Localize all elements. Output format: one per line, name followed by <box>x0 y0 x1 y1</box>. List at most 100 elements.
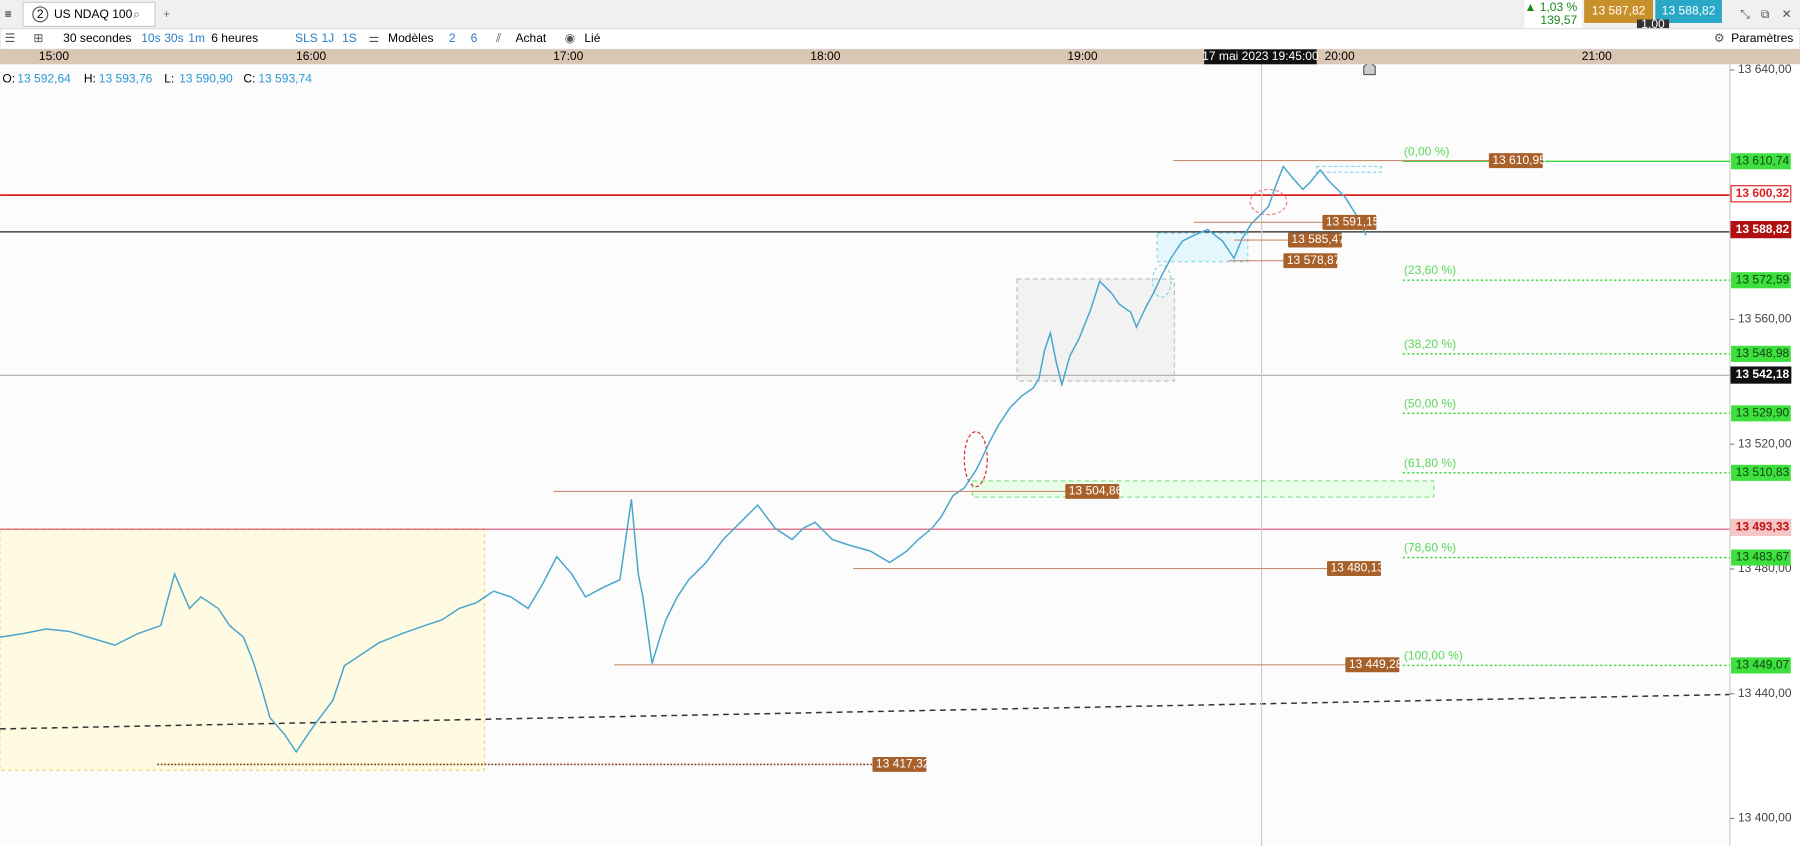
toolbar-button[interactable]: 2 <box>449 31 456 45</box>
fib-label: (50,00 %) <box>1404 396 1456 410</box>
price-tick: 13 520,00 <box>1738 436 1792 450</box>
add-tab[interactable]: + <box>163 7 170 21</box>
toolbar-button[interactable]: 6 <box>471 31 478 45</box>
price-tick: 13 400,00 <box>1738 811 1792 825</box>
fib-label: (0,00 %) <box>1404 144 1450 158</box>
fib-price-marker <box>1731 405 1791 422</box>
toolbar-button[interactable]: 30s <box>164 31 183 45</box>
fib-label: (100,00 %) <box>1404 648 1463 662</box>
fib-price-marker <box>1731 549 1791 566</box>
level-label: 13 610,95 <box>1492 153 1546 167</box>
change-abs: 139,57 <box>1540 13 1577 27</box>
range-select[interactable]: 6 heures <box>211 31 258 45</box>
fib-label: (23,60 %) <box>1404 263 1456 277</box>
templates-icon: ⚌ <box>369 31 380 45</box>
level-label-box <box>1065 483 1120 499</box>
settings-icon: ⚙ <box>1714 31 1725 45</box>
price-marker-label: 13 493,33 <box>1736 520 1790 534</box>
price-marker-label: 13 600,32 <box>1736 186 1790 200</box>
window-max[interactable]: ⧉ <box>1761 7 1770 21</box>
menu-icon[interactable]: ≡ <box>5 7 12 21</box>
toolbar-button[interactable]: 10s <box>141 31 160 45</box>
fib-price-marker <box>1731 153 1791 170</box>
order-icon: ⫽ <box>495 31 502 45</box>
zone-cyan-small <box>1316 165 1382 173</box>
fib-price: 13 610,74 <box>1736 153 1790 167</box>
change-pct: ▲ 1,03 % <box>1524 0 1577 14</box>
price-marker <box>1730 221 1792 239</box>
fib-price: 13 529,90 <box>1736 406 1790 420</box>
zone-green <box>971 480 1435 498</box>
time-label: 21:00 <box>1582 49 1612 63</box>
price-path <box>0 164 1367 754</box>
level-label: 13 504,86 <box>1069 484 1123 498</box>
top-bar <box>0 0 1800 29</box>
price-tick: 13 640,00 <box>1738 62 1792 76</box>
price-marker-label: 13 542,18 <box>1736 367 1790 381</box>
time-label: 15:00 <box>39 49 69 63</box>
interval-select[interactable]: 30 secondes <box>63 31 131 45</box>
price-tick: 13 560,00 <box>1738 312 1792 326</box>
price-tick: 13 440,00 <box>1738 686 1792 700</box>
toolbar-button[interactable]: 1J <box>321 31 334 45</box>
fib-label: (78,60 %) <box>1404 541 1456 555</box>
time-label: 16:00 <box>296 49 326 63</box>
list-icon[interactable]: ☰ <box>5 31 16 45</box>
window-controls <box>1735 0 1800 29</box>
quote-box <box>1524 0 1582 29</box>
bid-button[interactable] <box>1584 0 1654 23</box>
spread: 1,00 <box>1641 17 1665 31</box>
highlight-ellipse <box>1249 188 1288 216</box>
time-label: 18:00 <box>810 49 840 63</box>
fib-price-marker <box>1731 272 1791 289</box>
fib-price: 13 510,83 <box>1736 465 1790 479</box>
fib-price-marker <box>1731 657 1791 674</box>
level-label-box <box>1287 232 1342 248</box>
ohlc-label: O: <box>2 71 15 85</box>
price-marker <box>1730 185 1792 203</box>
ask-button[interactable] <box>1655 0 1722 23</box>
instrument-name: US NDAQ 100 <box>54 7 133 21</box>
toolbar-button[interactable]: 1m <box>188 31 205 45</box>
highlight-ellipse <box>963 431 988 488</box>
ohlc-value: 13 593,74 <box>258 71 312 85</box>
toolbar-button[interactable]: 1S <box>342 31 357 45</box>
bid-price: 13 587,82 <box>1592 4 1646 18</box>
fib-price-marker <box>1731 345 1791 362</box>
spread-box <box>1636 19 1670 30</box>
level-label: 13 585,47 <box>1291 232 1345 246</box>
zone-yellow <box>0 528 486 771</box>
toolbar-button[interactable]: SLS <box>295 31 318 45</box>
ohlc-value: 13 592,64 <box>17 71 71 85</box>
fib-price-marker <box>1731 464 1791 481</box>
time-label: 20:00 <box>1325 49 1355 63</box>
ohlc-label: H: <box>84 71 96 85</box>
fib-price: 13 449,07 <box>1736 658 1790 672</box>
window-close[interactable]: ✕ <box>1782 7 1792 21</box>
order-button[interactable]: Achat <box>515 31 546 45</box>
ask-price: 13 588,82 <box>1662 4 1716 18</box>
level-label: 13 449,28 <box>1349 657 1403 671</box>
price-axis <box>1729 64 1800 846</box>
templates[interactable]: Modèles <box>388 31 434 45</box>
level-label-box <box>872 756 927 772</box>
time-label: 19:00 <box>1067 49 1097 63</box>
time-label: 17:00 <box>553 49 583 63</box>
link-button[interactable]: Lié <box>584 31 600 45</box>
fib-label: (38,20 %) <box>1404 337 1456 351</box>
tab-badge <box>32 6 49 23</box>
tab-number: 2 <box>37 7 44 21</box>
fib-price: 13 548,98 <box>1736 346 1790 360</box>
window-min[interactable]: ⤡ <box>1740 7 1750 21</box>
level-label-box <box>1345 657 1400 673</box>
layout-icon[interactable]: ⊞ <box>33 31 43 45</box>
fib-price: 13 572,59 <box>1736 272 1790 286</box>
search-icon[interactable]: ⌕ <box>133 7 140 21</box>
tab[interactable] <box>22 1 156 27</box>
time-axis <box>0 49 1800 65</box>
fib-label: (61,80 %) <box>1404 456 1456 470</box>
settings-button[interactable]: Paramètres <box>1731 31 1793 45</box>
level-label: 13 591,15 <box>1326 215 1380 229</box>
price-marker <box>1730 518 1792 537</box>
